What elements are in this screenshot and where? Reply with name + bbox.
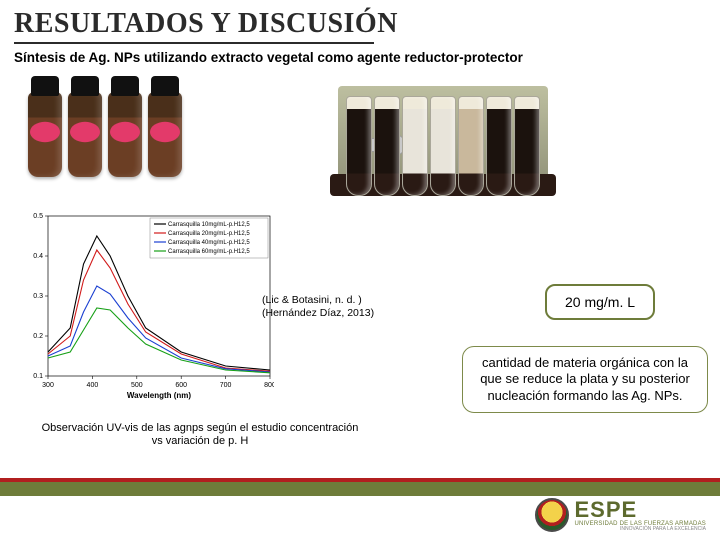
chart-caption: Observación UV-vis de las agnps según el… — [40, 422, 360, 448]
logo-brand: ESPE — [575, 499, 707, 521]
svg-text:0.5: 0.5 — [33, 213, 43, 220]
svg-text:800: 800 — [264, 382, 274, 389]
vial — [148, 92, 182, 177]
svg-text:0.3: 0.3 — [33, 293, 43, 300]
svg-text:700: 700 — [220, 382, 232, 389]
test-tube — [346, 96, 372, 196]
test-tube — [374, 96, 400, 196]
organic-matter-box: cantidad de materia orgánica con la que … — [462, 346, 708, 413]
svg-text:300: 300 — [42, 382, 54, 389]
slide-title: RESULTADOS Y DISCUSIÓN — [0, 0, 720, 40]
concentration-box: 20 mg/m. L — [545, 284, 655, 320]
svg-text:Carrasquilla 10mg/mL-p.H12,5: Carrasquilla 10mg/mL-p.H12,5 — [168, 222, 250, 228]
vial — [108, 92, 142, 177]
tubes-photo — [338, 86, 548, 196]
test-tube — [458, 96, 484, 196]
footer-bar — [0, 478, 720, 496]
citation-line: (Hernández Díaz, 2013) — [262, 307, 374, 320]
photo-row — [22, 86, 548, 196]
citation-line: (Lic & Botasini, n. d. ) — [262, 294, 374, 307]
svg-text:Carrasquilla 40mg/mL-p.H12,5: Carrasquilla 40mg/mL-p.H12,5 — [168, 240, 250, 246]
test-tube — [514, 96, 540, 196]
slide-subtitle: Síntesis de Ag. NPs utilizando extracto … — [0, 50, 720, 75]
svg-text:0.4: 0.4 — [33, 253, 43, 260]
title-underline — [14, 42, 374, 44]
vials-photo — [22, 86, 188, 183]
svg-text:400: 400 — [87, 382, 99, 389]
test-tube — [402, 96, 428, 196]
svg-text:500: 500 — [131, 382, 143, 389]
vial — [68, 92, 102, 177]
espe-logo: ESPE UNIVERSIDAD DE LAS FUERZAS ARMADAS … — [535, 498, 707, 532]
svg-text:Wavelength (nm): Wavelength (nm) — [127, 391, 191, 400]
logo-motto: INNOVACIÓN PARA LA EXCELENCIA — [575, 527, 707, 532]
vial — [28, 92, 62, 177]
svg-text:600: 600 — [175, 382, 187, 389]
svg-text:Carrasquilla 20mg/mL-p.H12,5: Carrasquilla 20mg/mL-p.H12,5 — [168, 231, 250, 237]
citations: (Lic & Botasini, n. d. ) (Hernández Díaz… — [262, 294, 374, 320]
svg-text:0.2: 0.2 — [33, 333, 43, 340]
logo-crest-icon — [535, 498, 569, 532]
svg-text:Carrasquilla 60mg/mL-p.H12,5: Carrasquilla 60mg/mL-p.H12,5 — [168, 249, 250, 255]
svg-text:0.1: 0.1 — [33, 373, 43, 380]
uv-vis-chart: 0.1 0.2 0.3 0.4 0.5 300 400 500 600 700 800 Wavelen… — [14, 210, 274, 400]
test-tube — [430, 96, 456, 196]
test-tube — [486, 96, 512, 196]
